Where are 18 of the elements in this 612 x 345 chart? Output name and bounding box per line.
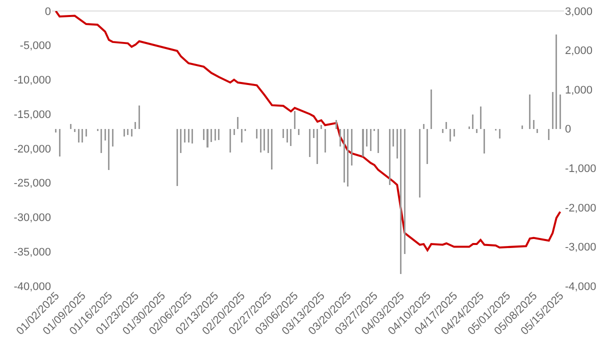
y-tick-label: -5,000 [20,40,51,52]
y2-tick-label: -2,000 [565,202,596,214]
y2-tick-label: -4,000 [565,280,596,293]
y2-tick-label: -3,000 [565,242,596,254]
y2-tick-label: -1,000 [565,162,596,175]
y-tick-label: -35,000 [14,246,51,258]
y-tick-label: -25,000 [14,178,51,190]
y-tick-label: -30,000 [14,212,51,224]
y-tick-label: -10,000 [14,74,51,87]
line-series [54,11,562,252]
y-tick-label: 0 [44,6,51,18]
y-tick-label: -20,000 [14,143,51,156]
y2-tick-label: 1,000 [565,84,593,96]
y-tick-label: -40,000 [14,280,51,293]
y2-tick-label: 3,000 [565,6,593,18]
y2-tick-label: 2,000 [565,45,593,58]
y2-tick-label: 0 [565,124,572,136]
y-tick-label: -15,000 [14,108,51,121]
